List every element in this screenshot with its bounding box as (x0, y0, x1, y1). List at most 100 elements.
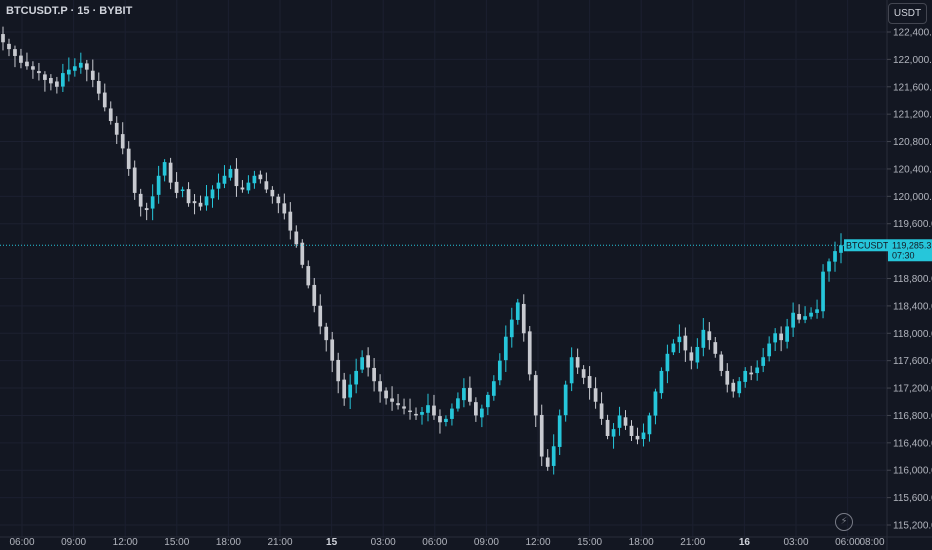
candle (480, 404, 484, 428)
candle-body (605, 419, 610, 436)
candle (797, 304, 801, 324)
candle (533, 370, 538, 428)
candle-body (132, 167, 137, 193)
candle (491, 375, 496, 401)
candle-body (61, 73, 65, 87)
candle (198, 195, 203, 211)
candle-body (557, 415, 562, 447)
candle (677, 324, 682, 354)
candle (527, 325, 532, 381)
candle-body (485, 394, 490, 408)
candle (348, 374, 353, 410)
candle-body (31, 66, 35, 70)
time-tick-label: 15 (326, 537, 338, 548)
lightning-icon[interactable]: ⚡ (835, 513, 853, 531)
candle-body (78, 62, 83, 68)
time-tick-label: 06:00 (9, 537, 34, 548)
candle (168, 157, 173, 190)
candle (485, 391, 490, 416)
candle-body (360, 357, 364, 370)
price-tick-label: 115,600.0 (893, 493, 932, 504)
candle-body (330, 339, 335, 361)
candle-body (749, 372, 754, 375)
candle-body (138, 193, 143, 207)
candle-body (468, 387, 472, 402)
candle (731, 379, 736, 398)
candle-body (480, 408, 484, 418)
candle-body (539, 414, 544, 457)
candle (156, 165, 161, 204)
candle (420, 407, 424, 425)
price-tick-label: 117,600.0 (893, 356, 932, 367)
candle (282, 193, 287, 220)
time-tick-label: 06:00 (835, 537, 860, 548)
candle-body (72, 66, 77, 71)
candle (90, 59, 95, 88)
price-tick-label: 117,200.0 (893, 384, 932, 395)
candle-body (438, 416, 442, 423)
candle (438, 409, 442, 434)
candle (683, 327, 688, 362)
candle (61, 63, 65, 93)
candle (737, 377, 742, 398)
time-tick-label: 06:00 (422, 537, 447, 548)
candle (252, 170, 257, 189)
candle-body (216, 182, 221, 189)
candle-body (37, 71, 41, 74)
candle-body (791, 312, 795, 328)
candle-body (84, 63, 89, 70)
candle (372, 358, 376, 392)
candle-body (390, 398, 394, 402)
candle (114, 116, 119, 144)
candle (408, 398, 412, 420)
candle-body (156, 175, 161, 195)
candle-body (707, 331, 712, 341)
price-tick-label: 121,600.0 (893, 82, 932, 93)
price-tick-label: 121,200.0 (893, 110, 932, 121)
candle-body (102, 92, 107, 108)
candle-body (515, 302, 520, 320)
candle (19, 48, 23, 69)
candle (31, 61, 35, 79)
time-tick-label: 15:00 (164, 537, 189, 548)
candle (827, 258, 831, 282)
symbol-title[interactable]: BTCUSDT.P · 15 · BYBIT (6, 5, 133, 17)
candle-body (833, 251, 837, 262)
candle (665, 344, 670, 384)
candle-body (611, 429, 616, 437)
candle-body (641, 432, 646, 440)
candle-body (719, 354, 724, 371)
candle-body (396, 403, 400, 406)
candle-body (617, 415, 622, 428)
candle (503, 325, 508, 372)
candle (246, 175, 251, 194)
candle-body (653, 391, 658, 416)
candle (701, 318, 706, 357)
candle (192, 194, 197, 215)
candle-body (43, 74, 47, 80)
candle-body (13, 49, 17, 56)
currency-button[interactable]: USDT (888, 3, 927, 24)
price-axis[interactable]: 122,400.0 122,000.0 121,600.0 121,200.0 120,… (886, 0, 932, 550)
candle-body (551, 446, 556, 466)
candle (605, 414, 610, 440)
candle (312, 277, 317, 313)
candle-body (162, 162, 167, 176)
candle (426, 393, 430, 422)
candle-body (7, 43, 11, 50)
candle-body (126, 148, 131, 169)
candle (450, 403, 454, 426)
candle-body (779, 333, 783, 341)
candle (336, 352, 341, 394)
candle (821, 264, 825, 319)
candle (216, 173, 221, 200)
candle (839, 233, 843, 264)
candle-body (192, 201, 197, 204)
candle (647, 412, 652, 442)
candle-body (228, 168, 233, 178)
candle-body (474, 402, 478, 416)
time-axis[interactable]: 06:00 09:00 12:00 15:00 18:00 21:00 15 03:00 06:… (0, 536, 932, 548)
candle-body (533, 375, 538, 416)
candle (102, 83, 107, 112)
